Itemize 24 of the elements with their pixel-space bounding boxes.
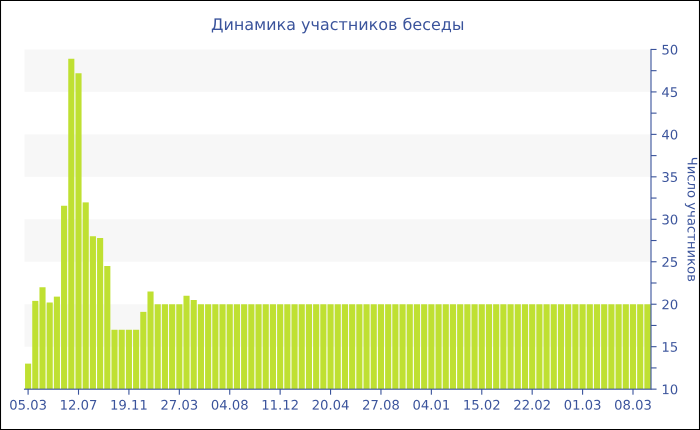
y-tick-label: 50 [662,44,678,55]
x-tick-label: 01.03 [564,400,600,410]
x-tick-label: 19.11 [111,400,147,410]
x-tick-label: 27.03 [161,400,198,410]
x-tick-label: 20.04 [312,400,349,410]
x-tick-label: 22.02 [514,400,550,410]
x-tick-label: 04.01 [413,400,450,410]
y-tick-label: 40 [662,130,678,140]
y-tick-label: 45 [662,87,678,98]
y-tick-label: 25 [662,256,678,267]
y-tick-label: 15 [662,342,678,352]
x-tick-label: 04.08 [212,400,248,410]
x-tick-label: 05.03 [10,400,46,410]
y-tick-label: 10 [662,384,678,394]
y-tick-label: 20 [662,299,678,310]
x-tick-label: 11.12 [262,400,298,410]
x-tick-label: 27.08 [363,400,399,410]
chart-title: Динамика участников беседы [212,18,464,34]
x-tick-label: 12.07 [61,400,96,410]
x-tick-label: 08.03 [614,400,651,410]
y-tick-label: 35 [662,172,678,182]
y-tick-label: 30 [662,214,678,224]
x-tick-label: 15.02 [464,400,500,410]
y-axis-title: Число участников [684,158,698,282]
